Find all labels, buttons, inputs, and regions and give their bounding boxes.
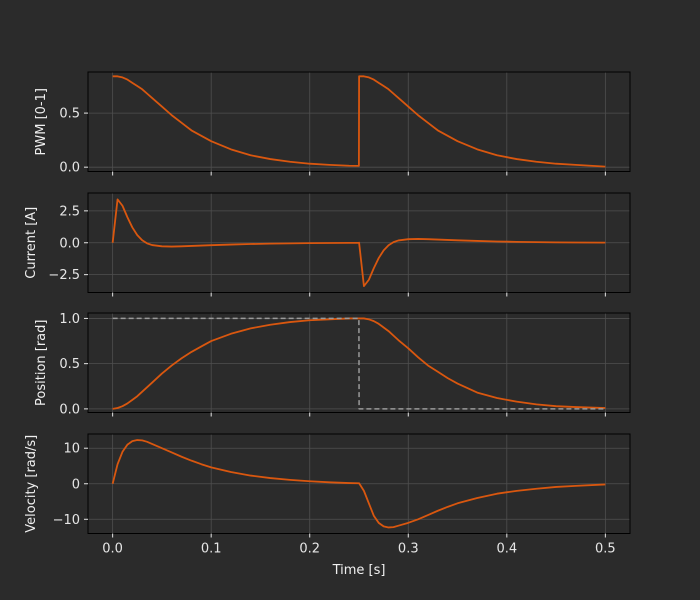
y-axis-label: PWM [0-1] xyxy=(34,88,49,155)
y-tick-label: 0.5 xyxy=(59,107,80,122)
subplot-4: 0.0 0.1 0.2 0.3 0.4 0.5 −10 0 10 Velocity [rad/s] xyxy=(24,433,631,557)
subplot-2: −2.5 0.0 2.5 Current [A] xyxy=(24,192,631,297)
reference-line xyxy=(112,317,606,410)
series-line xyxy=(111,198,606,288)
y-tick-label: 1.0 xyxy=(59,312,80,327)
series-line xyxy=(112,317,606,410)
x-tick-label: 0.2 xyxy=(299,542,320,557)
subplot-1: 0.0 0.5 PWM [0-1] xyxy=(34,71,631,176)
x-tick-label: 0.4 xyxy=(496,542,517,557)
x-tick-label: 0.1 xyxy=(201,542,222,557)
x-axis-label: Time [s] xyxy=(332,563,386,578)
y-axis-label: Position [rad] xyxy=(34,320,49,406)
y-tick-label: 0 xyxy=(72,477,80,492)
x-tick-label: 0.5 xyxy=(595,542,616,557)
y-tick-label: 0.0 xyxy=(59,236,80,251)
series-line xyxy=(111,439,606,529)
y-tick-label: −10 xyxy=(53,513,80,528)
subplot-3: 0.0 0.5 1.0 Position [rad] xyxy=(34,312,631,417)
y-tick-label: 0.0 xyxy=(59,161,80,176)
x-tick-label: 0.0 xyxy=(102,542,123,557)
axes-frame xyxy=(87,71,631,172)
y-tick-label: 0.5 xyxy=(59,357,80,372)
x-tick-label: 0.3 xyxy=(398,542,419,557)
y-tick-label: 0.0 xyxy=(59,402,80,417)
axes-frame xyxy=(87,312,631,413)
y-tick-label: 2.5 xyxy=(59,204,80,219)
series-line xyxy=(112,75,606,168)
y-tick-label: 10 xyxy=(63,442,80,457)
y-axis-label: Current [A] xyxy=(24,207,39,279)
y-axis-label: Velocity [rad/s] xyxy=(24,435,39,533)
y-tick-label: −2.5 xyxy=(48,268,80,283)
